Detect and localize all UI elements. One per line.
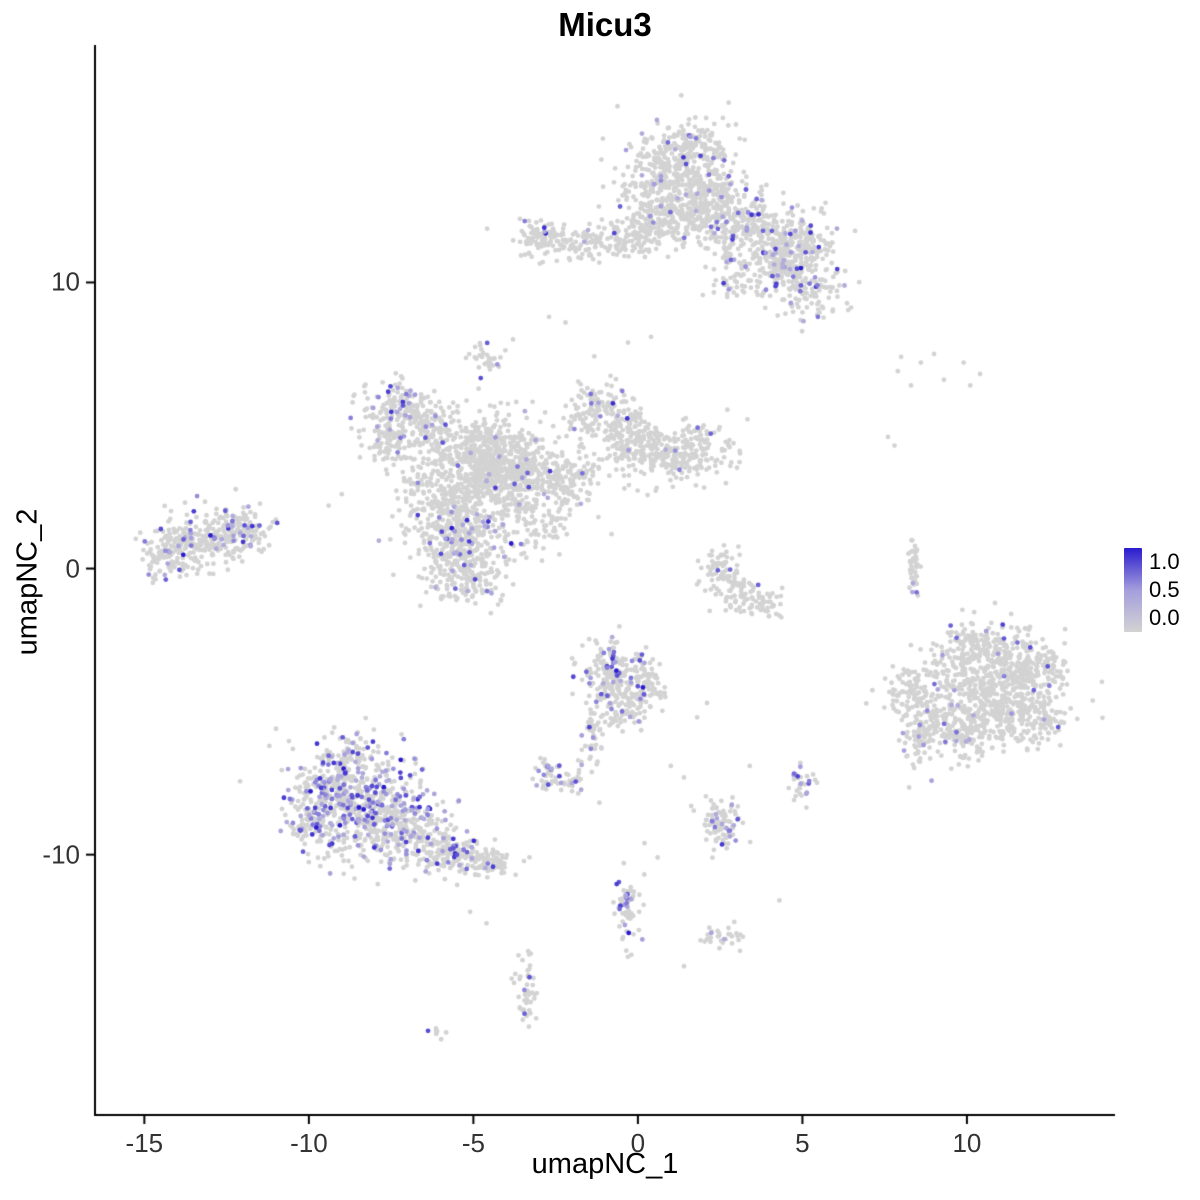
y-axis-label: umapNC_2 <box>11 508 44 656</box>
y-tick-label: 0 <box>65 553 80 584</box>
legend-label-high: 1.0 <box>1149 549 1180 574</box>
legend-labels: 1.0 0.5 0.0 <box>1149 548 1180 632</box>
y-tick-label: 10 <box>51 266 80 297</box>
y-tick-label: -10 <box>42 839 80 870</box>
legend-label-mid: 0.5 <box>1149 577 1180 602</box>
x-tick-label: 0 <box>630 1128 646 1158</box>
plot-title: Micu3 <box>558 6 652 43</box>
x-axis-label: umapNC_1 <box>531 1148 679 1180</box>
expression-legend: 1.0 0.5 0.0 <box>1124 548 1180 632</box>
x-tick-label: 5 <box>795 1128 810 1158</box>
legend-gradient-bar <box>1124 548 1142 632</box>
x-tick-label: 10 <box>952 1128 982 1158</box>
x-tick-label: -10 <box>290 1128 328 1158</box>
x-tick-label: -5 <box>461 1128 485 1158</box>
legend-label-low: 0.0 <box>1149 605 1180 630</box>
x-tick-label: -15 <box>125 1128 164 1158</box>
